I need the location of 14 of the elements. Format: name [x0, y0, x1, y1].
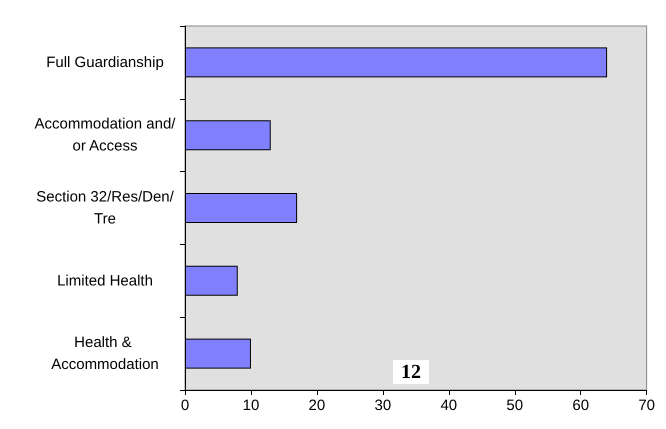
- annotation: 12: [401, 361, 421, 383]
- x-tick-label: 30: [374, 397, 392, 414]
- x-tick-label: 20: [308, 397, 326, 414]
- x-tick-label: 40: [440, 397, 458, 414]
- x-tick-label: 60: [572, 397, 590, 414]
- x-tick-label: 10: [242, 397, 260, 414]
- y-tick-label: Full Guardianship: [46, 54, 164, 71]
- x-tick-label: 0: [180, 397, 190, 414]
- y-tick-label: Limited Health: [57, 272, 153, 290]
- x-tick-label: 50: [506, 397, 524, 414]
- y-tick-label: Accommodation and/or Access: [34, 116, 176, 155]
- x-tick-label: 70: [638, 397, 655, 414]
- y-tick-label: Section 32/Res/Den/Tre: [36, 188, 175, 228]
- y-tick-label: Health & Accommodation: [51, 334, 159, 374]
